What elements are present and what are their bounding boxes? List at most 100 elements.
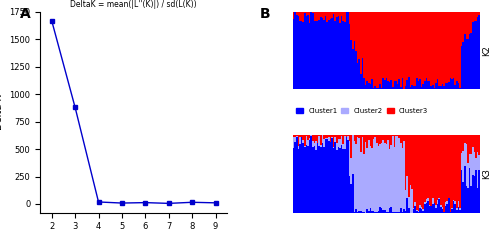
Bar <box>432 198 434 204</box>
Bar <box>298 146 299 149</box>
Bar <box>470 186 472 213</box>
Bar <box>421 207 422 209</box>
Bar <box>363 154 365 212</box>
Bar <box>342 12 344 21</box>
Bar <box>307 146 309 213</box>
Bar <box>370 84 371 89</box>
Bar <box>334 142 336 213</box>
Bar <box>384 135 386 143</box>
Bar <box>422 135 424 209</box>
Bar <box>453 200 454 201</box>
Bar <box>370 135 371 146</box>
Bar <box>310 136 312 213</box>
Bar <box>445 135 446 202</box>
Bar <box>406 135 408 176</box>
Bar <box>464 12 466 34</box>
Bar <box>312 12 314 13</box>
Bar <box>320 145 322 147</box>
Bar <box>330 19 331 89</box>
Bar <box>306 136 307 146</box>
Bar <box>443 86 445 89</box>
Bar <box>410 185 411 213</box>
Bar <box>299 137 301 144</box>
Bar <box>432 12 434 85</box>
Bar <box>395 81 397 89</box>
Bar <box>338 140 339 147</box>
Bar <box>376 143 378 212</box>
Bar <box>390 145 392 207</box>
Bar <box>446 201 448 204</box>
Bar <box>429 81 430 89</box>
Bar <box>474 176 475 213</box>
Bar <box>384 79 386 89</box>
Bar <box>334 12 336 21</box>
Bar <box>413 135 414 208</box>
Bar <box>413 209 414 213</box>
Bar <box>387 12 389 81</box>
Bar <box>430 12 432 86</box>
Bar <box>342 149 344 213</box>
Bar <box>315 135 317 141</box>
Bar <box>381 88 382 89</box>
Bar <box>349 176 350 213</box>
Bar <box>432 85 434 89</box>
Bar <box>338 147 339 213</box>
Bar <box>373 139 374 211</box>
Bar <box>371 135 373 148</box>
Bar <box>373 88 374 89</box>
Bar <box>366 81 368 89</box>
Bar <box>477 135 478 152</box>
Bar <box>464 135 466 143</box>
Bar <box>474 12 475 21</box>
Bar <box>453 12 454 78</box>
Bar <box>330 142 331 213</box>
Bar <box>474 152 475 176</box>
Bar <box>472 175 474 213</box>
Bar <box>416 78 418 89</box>
Bar <box>440 207 442 213</box>
Bar <box>342 21 344 89</box>
Bar <box>438 135 440 198</box>
Bar <box>357 135 358 137</box>
Text: K2: K2 <box>482 45 491 56</box>
Bar <box>442 12 443 84</box>
Bar <box>328 12 330 20</box>
Bar <box>398 12 400 79</box>
Bar <box>360 12 362 74</box>
Bar <box>402 212 403 213</box>
Bar <box>405 135 406 190</box>
Bar <box>453 135 454 200</box>
Bar <box>379 135 381 144</box>
Bar <box>400 208 402 213</box>
Bar <box>445 202 446 206</box>
Bar <box>347 136 349 140</box>
Bar <box>429 135 430 205</box>
Bar <box>368 83 370 89</box>
Bar <box>459 210 461 213</box>
Bar <box>430 135 432 206</box>
Bar <box>464 143 466 166</box>
Bar <box>315 150 317 213</box>
Bar <box>352 49 354 89</box>
Bar <box>314 135 315 143</box>
Bar <box>338 16 339 89</box>
Bar <box>397 84 398 89</box>
Bar <box>474 135 475 152</box>
Bar <box>293 137 294 148</box>
Bar <box>350 184 352 213</box>
Bar <box>373 12 374 88</box>
Bar <box>458 207 459 213</box>
Bar <box>315 21 317 89</box>
Bar <box>320 135 322 145</box>
Bar <box>333 135 334 147</box>
Bar <box>352 12 354 49</box>
Bar <box>398 212 400 213</box>
Bar <box>320 12 322 17</box>
Bar <box>403 12 405 89</box>
Bar <box>362 212 363 213</box>
Bar <box>461 153 462 170</box>
Bar <box>435 83 437 89</box>
Bar <box>435 208 437 213</box>
Bar <box>438 198 440 199</box>
Bar <box>331 137 333 138</box>
